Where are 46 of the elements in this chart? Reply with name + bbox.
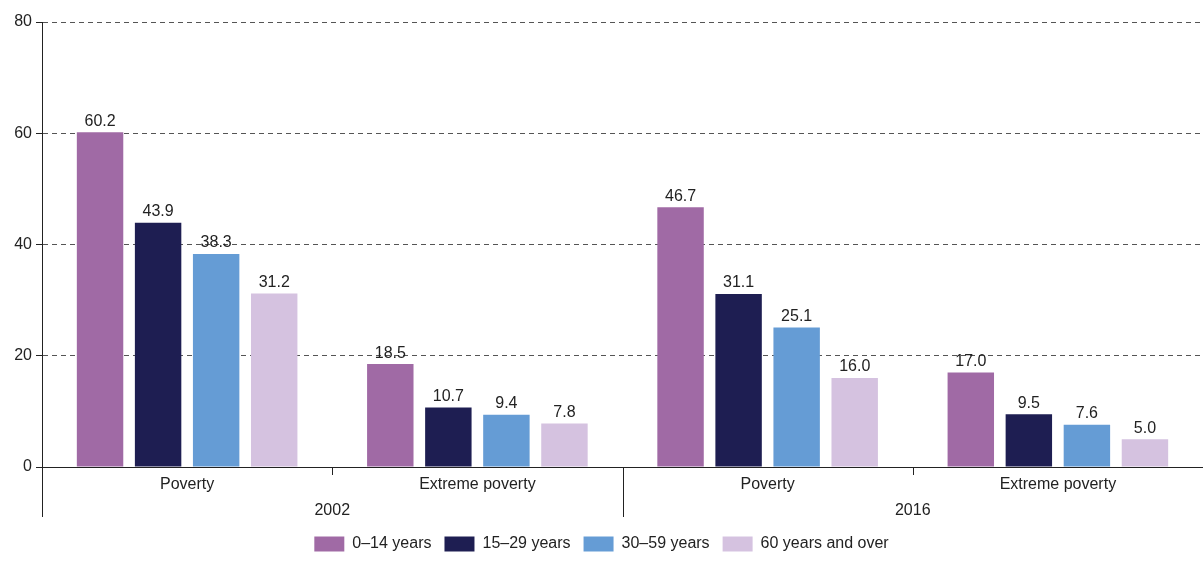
data-label: 25.1 (781, 306, 813, 324)
bar (947, 372, 995, 467)
y-tick-label: 80 (14, 12, 33, 30)
data-label: 43.9 (142, 202, 174, 220)
data-label: 9.4 (495, 394, 518, 412)
bar (1063, 424, 1111, 467)
x-tick-label: Extreme poverty (419, 475, 536, 493)
x-tick-label: Poverty (160, 475, 215, 493)
legend-label: 30–59 years (621, 534, 710, 552)
legend-label: 0–14 years (352, 534, 432, 552)
data-label: 31.1 (723, 273, 755, 291)
bar (1005, 414, 1053, 467)
data-label: 38.3 (200, 233, 232, 251)
bar (715, 294, 762, 467)
bar (425, 407, 472, 467)
data-label: 9.5 (1017, 393, 1041, 411)
y-tick-label: 20 (14, 346, 33, 364)
text: 2016 (894, 501, 931, 519)
bar (483, 414, 530, 467)
legend-label: 60 years and over (760, 534, 890, 552)
data-label: 10.7 (432, 386, 465, 404)
bar (76, 132, 124, 467)
data-label: 46.7 (664, 186, 697, 204)
data-label: 31.2 (258, 272, 290, 290)
bar (773, 327, 820, 467)
bar (367, 364, 414, 467)
bar (250, 293, 298, 467)
bar (541, 423, 588, 467)
data-label: 17.0 (955, 351, 987, 369)
data-label: 5.0 (1133, 418, 1157, 436)
bar (1121, 439, 1169, 467)
x-tick-label: Extreme poverty (999, 475, 1117, 493)
data-label: 60.2 (84, 111, 116, 129)
y-tick-label: 60 (14, 123, 33, 141)
data-label: 16.0 (839, 357, 871, 375)
text: 2002 (314, 501, 351, 519)
data-label: 7.6 (1075, 404, 1099, 422)
y-tick-label: 0 (23, 457, 33, 475)
y-tick-label: 40 (14, 234, 33, 252)
legend-label: 15–29 years (482, 534, 571, 552)
bar (192, 253, 240, 467)
bar (831, 378, 878, 467)
bar (657, 207, 704, 467)
x-tick-label: Poverty (740, 475, 795, 493)
data-label: 7.8 (553, 403, 576, 421)
bar (134, 222, 182, 467)
